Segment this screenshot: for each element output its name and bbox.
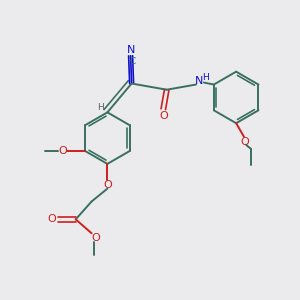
Text: O: O — [91, 233, 100, 243]
Text: O: O — [47, 214, 56, 224]
Text: C: C — [130, 57, 136, 66]
Text: O: O — [159, 111, 168, 121]
Text: O: O — [58, 146, 67, 156]
Text: H: H — [202, 73, 209, 82]
Text: H: H — [97, 103, 104, 112]
Text: N: N — [195, 76, 203, 85]
Text: O: O — [241, 137, 249, 147]
Text: N: N — [126, 45, 135, 55]
Text: O: O — [103, 180, 112, 190]
